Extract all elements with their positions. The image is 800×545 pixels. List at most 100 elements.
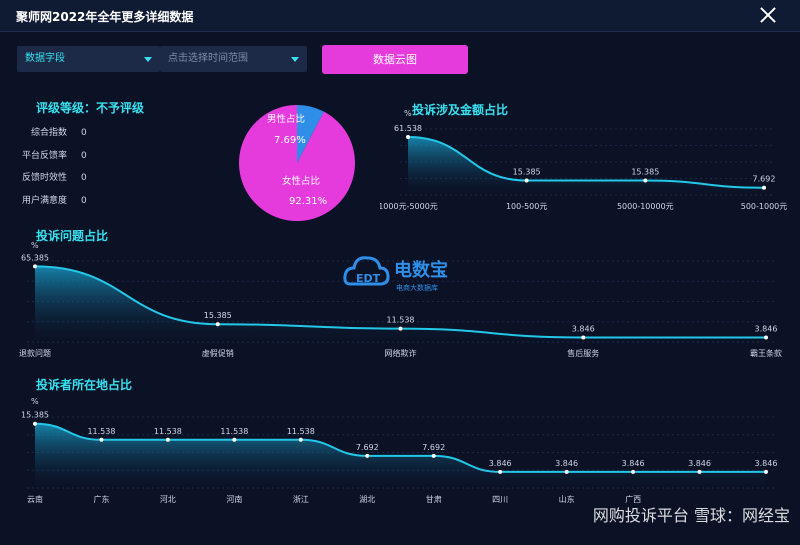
- rating-value: 0: [81, 173, 87, 183]
- data-label: 11.538: [220, 427, 248, 436]
- data-point: [762, 185, 766, 190]
- data-label: 3.846: [489, 459, 512, 468]
- data-label: 3.846: [572, 325, 595, 334]
- data-point: [33, 421, 37, 426]
- rating-label: 用户满意度: [21, 196, 67, 206]
- chevron-down-icon: [291, 57, 299, 62]
- tick-label: 广西: [625, 494, 641, 504]
- data-point: [631, 469, 636, 474]
- tick-label: 广东: [93, 494, 109, 504]
- tick-label: 网络欺诈: [385, 348, 417, 358]
- issue-chart-title: 投诉问题占比: [36, 229, 109, 243]
- data-point: [498, 469, 503, 474]
- pie-slice: [297, 105, 324, 163]
- series-area: [408, 136, 764, 195]
- brand-logo-text: EDT: [356, 272, 381, 285]
- tick-label: 云南: [27, 494, 43, 504]
- data-point: [406, 134, 410, 139]
- data-label: 61.538: [394, 124, 422, 133]
- pie-value: 92.31%: [289, 196, 327, 207]
- brand-subtitle: 电商大数据库: [396, 283, 438, 292]
- data-label: 3.846: [755, 325, 778, 334]
- y-axis-label: %: [404, 109, 412, 118]
- rating-label: 反馈时效性: [21, 173, 67, 183]
- issue-area-chart: % 65.385 退款问题 15.385 虚假促销 11.538 网络欺诈 3.846 售后服务…: [19, 241, 782, 358]
- rating-row: 反馈时效性 0: [17, 170, 87, 183]
- data-field-select[interactable]: 数据字段: [17, 46, 160, 72]
- time-range-select[interactable]: 点击选择时间范围: [160, 46, 307, 72]
- data-point: [564, 469, 569, 474]
- data-label: 15.385: [631, 167, 659, 176]
- data-label: 11.538: [287, 427, 315, 436]
- rating-label: 综合指数: [30, 128, 67, 138]
- chevron-down-icon: [144, 57, 152, 62]
- rating-row: 用户满意度 0: [17, 193, 87, 206]
- data-point: [99, 437, 104, 442]
- rating-label: 平台反馈率: [21, 151, 67, 161]
- data-label: 7.692: [356, 443, 379, 452]
- data-point: [643, 178, 648, 183]
- data-point: [398, 326, 403, 331]
- data-label: 15.385: [513, 167, 541, 176]
- data-label: 3.846: [555, 459, 578, 468]
- tick-label: 河北: [160, 494, 176, 504]
- window-titlebar: 聚师网2022年全年更多详细数据: [0, 0, 800, 32]
- tick-label: 湖北: [359, 495, 375, 504]
- series-area: [35, 266, 766, 342]
- data-label: 11.538: [154, 427, 182, 436]
- series-line: [34, 422, 766, 473]
- data-label: 3.846: [688, 459, 711, 468]
- amount-chart-title: 投诉涉及金额占比: [412, 103, 509, 117]
- y-axis-label: %: [31, 397, 39, 406]
- data-label: 11.538: [87, 427, 115, 436]
- data-point: [764, 469, 768, 474]
- brand-name: 电数宝: [394, 259, 448, 281]
- tick-label: 霸王条款: [750, 348, 782, 358]
- data-point: [365, 453, 370, 458]
- gender-pie-chart: 男性占比 7.69% 女性占比 92.31%: [238, 105, 355, 221]
- tick-label: 售后服务: [567, 348, 599, 358]
- cloud-icon: [343, 256, 390, 286]
- data-point: [581, 335, 586, 340]
- data-point: [165, 437, 170, 442]
- tick-label: 100-500元: [506, 202, 547, 211]
- tick-label: 退款问题: [19, 348, 51, 358]
- pie-label: 男性占比: [267, 113, 305, 125]
- data-point: [215, 322, 220, 327]
- tick-label: 1000元-5000元: [380, 202, 438, 211]
- tick-label: 四川: [492, 495, 508, 504]
- pie-value: 7.69%: [274, 135, 306, 146]
- tick-label: 500-1000元: [741, 202, 788, 211]
- window-title: 聚师网2022年全年更多详细数据: [16, 10, 194, 24]
- time-range-placeholder: 点击选择时间范围: [168, 53, 248, 64]
- data-cloud-button[interactable]: 数据云图: [322, 45, 468, 74]
- tick-label: 5000-10000元: [617, 202, 674, 211]
- data-label: 7.692: [422, 443, 445, 452]
- data-label: 11.538: [387, 316, 415, 325]
- tick-label: 浙江: [293, 494, 309, 504]
- tick-label: 甘肃: [426, 494, 442, 504]
- tick-label: 河南: [226, 494, 242, 504]
- series-line: [407, 135, 765, 189]
- data-label: 7.692: [753, 175, 776, 184]
- data-label: 3.846: [755, 459, 778, 468]
- rating-value: 0: [81, 151, 87, 161]
- amount-area-chart: % 61.538 1000元-5000元 15.385 100-500元 15.385 50…: [380, 109, 788, 211]
- rating-title: 评级等级：不予评级: [36, 101, 145, 115]
- rating-value: 0: [81, 196, 87, 206]
- data-label: 3.846: [622, 459, 645, 468]
- data-point: [232, 437, 237, 442]
- close-icon[interactable]: [758, 5, 778, 25]
- location-area-chart: % 15.385 云南 11.538 广东 11.538 河北 11.538 河南 11.538 浙…: [21, 397, 778, 504]
- pie-slice: [238, 105, 355, 221]
- data-point: [524, 178, 529, 183]
- data-point: [764, 335, 768, 340]
- data-label: 15.385: [21, 411, 49, 420]
- data-point: [697, 469, 702, 474]
- rating-row: 综合指数 0: [17, 125, 87, 138]
- tick-label: 山东: [559, 494, 575, 504]
- wechat-tag: 网购投诉平台 雪球：网经宝: [592, 506, 790, 525]
- pie-label: 女性占比: [282, 175, 320, 187]
- series-area: [35, 423, 766, 488]
- rating-value: 0: [81, 128, 87, 138]
